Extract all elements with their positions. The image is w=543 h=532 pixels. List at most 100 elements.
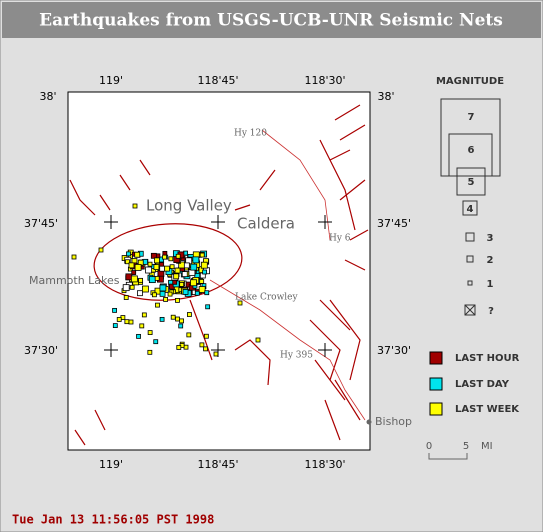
quake: [125, 259, 130, 265]
quake: [175, 316, 180, 322]
legend-label: LAST WEEK: [455, 404, 520, 415]
quake: [168, 256, 174, 262]
quake: [169, 264, 175, 270]
quake: [190, 263, 198, 271]
quake: [203, 333, 209, 339]
quake: [194, 290, 200, 296]
place-label: Hy 120: [234, 129, 267, 139]
lon-label: 118'30': [304, 458, 345, 471]
crosses: [104, 215, 332, 357]
magnitude-label: 6: [468, 145, 475, 156]
quake: [186, 332, 192, 338]
quake: [131, 270, 137, 275]
quake: [112, 323, 118, 328]
quake: [192, 256, 200, 264]
quake: [159, 316, 165, 322]
legend-swatch: [429, 351, 443, 365]
quake: [172, 279, 178, 285]
quake: [112, 307, 117, 313]
quake: [202, 269, 208, 275]
quake: [134, 251, 141, 258]
quake: [136, 333, 141, 339]
legend-swatch: [429, 402, 443, 416]
quake: [204, 290, 210, 296]
place-label: Bishop: [375, 415, 412, 428]
quake: [141, 312, 147, 318]
quake: [179, 318, 184, 324]
roads: [209, 129, 366, 421]
quake: [164, 265, 170, 272]
scale-label: 0: [426, 441, 432, 452]
legend-swatch: [429, 377, 443, 391]
quake: [152, 292, 157, 298]
quake: [187, 312, 192, 317]
quake: [132, 203, 138, 209]
place-label: Mammoth Lakes: [29, 274, 120, 287]
quake: [173, 273, 180, 280]
legend-title: MAGNITUDE: [436, 76, 504, 87]
quake: [139, 323, 145, 329]
quake: [190, 279, 197, 287]
lat-label: 37'30': [377, 344, 411, 357]
quake: [124, 319, 130, 325]
quake: [179, 282, 185, 287]
quake: [128, 319, 134, 325]
quake: [205, 304, 211, 310]
quake: [137, 290, 143, 297]
magnitude-label: 7: [468, 112, 475, 123]
faults: [69, 104, 369, 446]
quake: [255, 337, 261, 343]
quake: [170, 314, 176, 320]
lon-label: 118'30': [304, 74, 345, 87]
quake: [147, 330, 153, 335]
place-label: Caldera: [237, 215, 295, 233]
magnitude-label: 5: [468, 177, 475, 188]
lat-label: 38': [39, 90, 56, 103]
quake: [150, 252, 157, 259]
magnitude-label: 3: [487, 233, 494, 244]
quake: [199, 278, 205, 284]
quake: [71, 254, 77, 260]
quake: [182, 289, 189, 295]
quake: [159, 284, 167, 292]
quake: [126, 251, 131, 257]
quake: [162, 254, 167, 260]
legend-label: LAST HOUR: [455, 353, 520, 364]
quake: [181, 271, 188, 278]
quake: [200, 261, 208, 269]
magnitude-boxes: [440, 98, 501, 316]
magnitude-label: 4: [467, 204, 474, 215]
lat-label: 38': [377, 90, 394, 103]
place-label: Hy 395: [280, 351, 313, 361]
place-label: Lake Crowley: [235, 293, 298, 303]
quake: [213, 351, 219, 357]
magnitude-label: ?: [488, 306, 494, 317]
quake: [203, 346, 208, 352]
quake: [145, 266, 152, 274]
quake: [98, 247, 104, 253]
quake: [153, 257, 160, 264]
map-frame: [67, 91, 371, 451]
quake: [123, 295, 129, 300]
quake: [183, 262, 190, 269]
quake: [155, 302, 160, 308]
quake: [198, 286, 206, 293]
quake: [199, 342, 205, 348]
lon-label: 118'45': [197, 74, 238, 87]
quake: [122, 284, 130, 292]
magnitude-label: 1: [487, 279, 494, 290]
quake: [125, 273, 133, 281]
quake: [178, 323, 184, 329]
quake: [174, 267, 181, 274]
quake: [199, 252, 205, 258]
lon-label: 119': [99, 74, 123, 87]
timestamp: Tue Jan 13 11:56:05 PST 1998: [12, 513, 214, 527]
quakes: [71, 203, 261, 357]
quake: [176, 345, 182, 350]
quake: [237, 300, 243, 306]
lat-label: 37'45': [24, 217, 58, 230]
place-label: Long Valley: [146, 197, 232, 215]
magnitude-label: 2: [487, 255, 494, 266]
quake: [130, 275, 138, 283]
